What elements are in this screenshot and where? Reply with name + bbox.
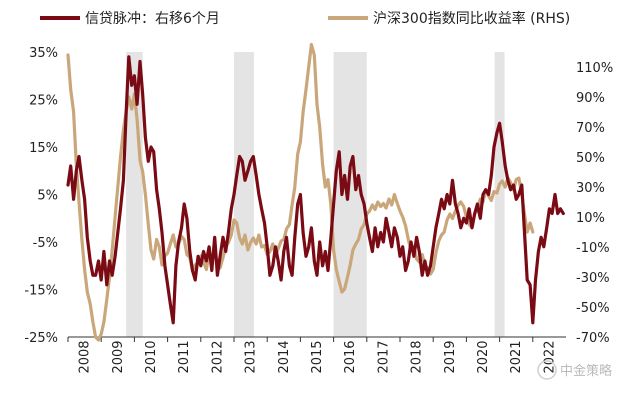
watermark-logo-icon [537,360,557,380]
y-right-tick-labels: 110% 90% 70% 50% 30% 10% -10% -30% -50% -70% [576,61,613,346]
y-right-tick-label: -50% [576,301,610,316]
y-left-tick-label: 5% [37,189,58,204]
y-right-tick-label: 90% [576,91,605,106]
watermark-text: 中金策略 [560,363,612,379]
x-tick-label: 2022 [542,340,557,373]
y-left-tick-label: -5% [33,236,58,251]
shaded-periods [126,52,505,337]
x-tick-label: 2015 [310,340,325,373]
y-left-tick-label: 25% [29,94,58,109]
x-tick-labels: 2008 2009 2010 2011 2012 2013 2014 2015 2016 2017… [78,340,558,373]
x-tick-label: 2017 [376,340,391,373]
y-left-tick-label: 15% [29,141,58,156]
y-right-tick-label: 10% [576,211,605,226]
y-left-tick-label: 35% [29,46,58,61]
axes [67,336,566,342]
x-tick-label: 2014 [277,340,292,373]
y-right-tick-label: 30% [576,181,605,196]
watermark: 中金策略 [537,360,612,380]
y-right-tick-label: -10% [576,241,610,256]
legend-label-csi300: 沪深300指数同比收益率 (RHS) [373,10,570,27]
y-right-tick-label: 50% [576,151,605,166]
x-tick-label: 2018 [410,340,425,373]
series-lines [66,42,565,342]
legend: 信贷脉冲：右移6个月 沪深300指数同比收益率 (RHS) [40,10,570,27]
x-tick-label: 2008 [78,340,93,373]
x-tick-label: 2021 [509,340,524,373]
x-tick-label: 2010 [144,340,159,373]
y-left-tick-labels: 35% 25% 15% 5% -5% -15% -25% [24,46,58,346]
x-tick-label: 2012 [210,340,225,373]
x-tick-label: 2019 [443,340,458,373]
x-tick-label: 2013 [244,340,259,373]
series-line-credit-pulse [66,55,565,325]
series-line-csi300-yoy [66,42,535,342]
legend-label-credit: 信贷脉冲：右移6个月 [85,11,220,27]
x-tick-label: 2009 [111,340,126,373]
y-left-tick-label: -25% [24,331,58,346]
y-right-tick-label: -30% [576,271,610,286]
y-right-tick-label: 70% [576,121,605,136]
y-right-tick-label: -70% [576,331,610,346]
x-tick-label: 2020 [476,340,491,373]
shaded-period-1 [234,52,254,337]
y-right-tick-label: 110% [576,61,613,76]
x-tick-label: 2011 [177,340,192,373]
x-tick-label: 2016 [343,340,358,373]
shaded-period-3 [494,52,505,337]
y-left-tick-label: -15% [24,284,58,299]
